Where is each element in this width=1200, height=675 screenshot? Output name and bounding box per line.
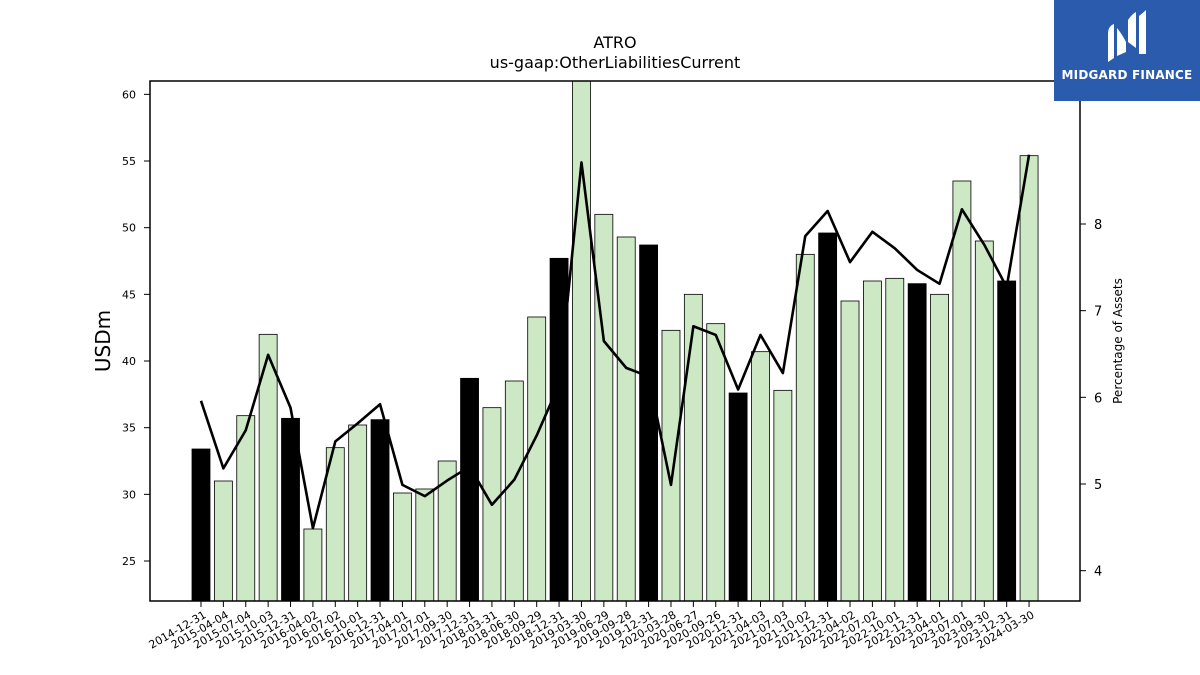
y-axis-label: USDm (91, 310, 115, 372)
y-tick-label: 55 (122, 155, 136, 168)
logo-mark-icon (1108, 10, 1146, 62)
bar-group (191, 80, 1039, 602)
bar (751, 351, 770, 602)
bar (863, 280, 882, 602)
y2-tick-label: 6 (1094, 391, 1102, 406)
bar (818, 232, 838, 602)
x-axis: 2014-12-312015-04-042015-07-042015-10-03… (147, 601, 1037, 652)
bar (639, 244, 658, 602)
bar (706, 323, 726, 602)
bar (683, 293, 703, 602)
y-axis-right: 4 5 6 7 8 (1080, 218, 1102, 580)
bar (997, 280, 1017, 602)
y-tick-label: 40 (122, 355, 136, 368)
bar (393, 492, 412, 602)
bar (728, 392, 748, 602)
bar (661, 329, 681, 602)
bar (594, 213, 614, 602)
y2-tick-label: 7 (1094, 305, 1102, 320)
y2-tick-label: 8 (1094, 218, 1102, 233)
bar (303, 528, 323, 602)
bar (527, 316, 547, 602)
chart-subtitle: us-gaap:OtherLiabilitiesCurrent (490, 53, 741, 72)
logo-text: MIDGARD FINANCE (1061, 68, 1193, 82)
bar (616, 236, 636, 602)
bar (773, 389, 793, 602)
bar (213, 480, 233, 602)
bar (930, 293, 949, 602)
bar (885, 277, 905, 602)
y2-tick-label: 4 (1094, 565, 1102, 580)
bar (460, 377, 479, 602)
y-tick-label: 25 (122, 555, 136, 568)
bar (907, 283, 927, 602)
bar (840, 300, 860, 602)
bar (795, 253, 815, 602)
brand-logo: MIDGARD FINANCE (1054, 0, 1200, 101)
chart-title: ATRO (593, 33, 636, 52)
bar (415, 488, 435, 602)
line-group (199, 154, 1031, 530)
bar (348, 424, 368, 602)
bar (504, 380, 524, 602)
y-tick-label: 35 (122, 422, 136, 435)
y-tick-label: 45 (122, 288, 136, 301)
bar (952, 180, 972, 602)
bar (572, 80, 591, 602)
y-tick-label: 60 (122, 88, 136, 101)
y2-axis-label: Percentage of Assets (1111, 278, 1125, 404)
bar (370, 419, 390, 602)
bar (974, 240, 994, 602)
bar (1019, 155, 1039, 602)
y-tick-label: 30 (122, 488, 136, 501)
percentage-line (199, 154, 1031, 530)
y-tick-label: 50 (122, 222, 136, 235)
y2-tick-label: 5 (1094, 478, 1102, 493)
bar (191, 448, 211, 602)
plot-frame (149, 80, 1081, 602)
y-axis-left: 25 30 35 40 45 50 55 60 (122, 88, 150, 568)
